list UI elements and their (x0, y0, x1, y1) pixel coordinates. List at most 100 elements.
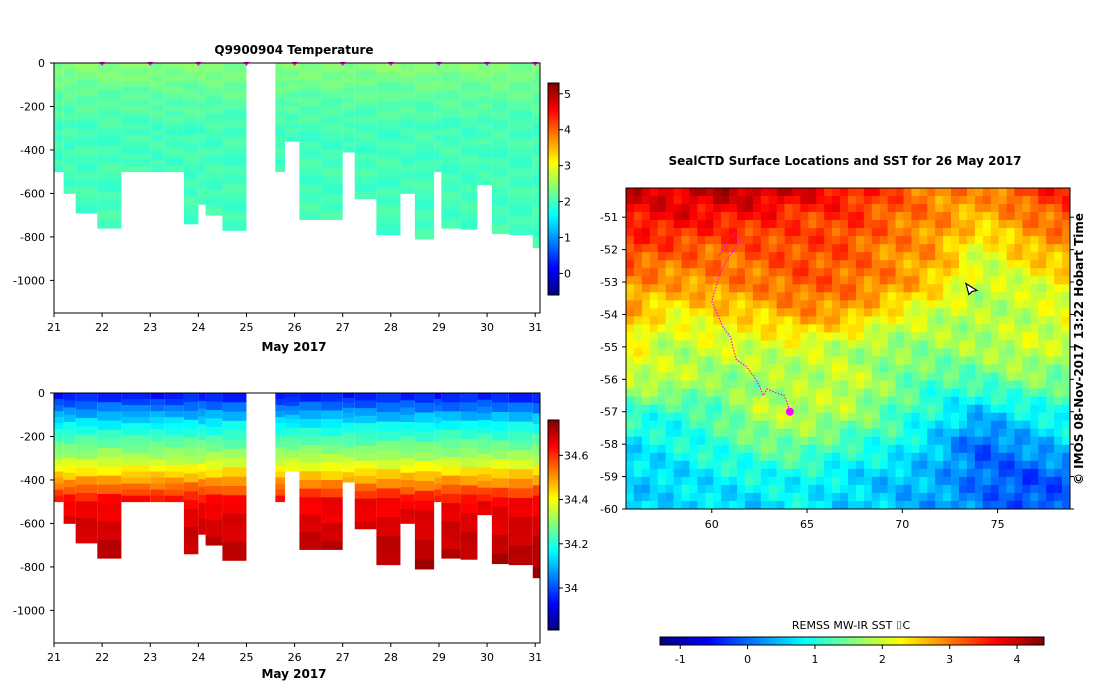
sst-cell (1062, 252, 1071, 261)
sst-cell (1062, 228, 1071, 237)
heatmap-cell (284, 93, 300, 99)
sst-cell (626, 460, 635, 470)
heatmap-cell (400, 128, 415, 136)
sst-cell (689, 420, 698, 430)
sst-cell (887, 276, 896, 285)
sst-cell (721, 436, 730, 446)
heatmap-cell (354, 468, 377, 477)
sst-cell (816, 476, 825, 486)
sst-cell (919, 412, 928, 422)
sst-cell (895, 468, 904, 478)
sst-cell (697, 340, 706, 349)
sst-cell (737, 476, 746, 486)
sst-cell (1030, 244, 1039, 253)
sst-cell (649, 244, 659, 253)
sst-cell (633, 252, 643, 261)
sst-cell (752, 492, 762, 502)
sst-cell (943, 308, 952, 317)
sst-cell (919, 364, 928, 373)
sst-colorbar-ticks: -1 0 1 2 3 4 (675, 645, 1021, 666)
heatmap-cell (63, 443, 76, 452)
sst-cell (855, 364, 865, 373)
sst-cell (752, 476, 762, 486)
sst-cell (744, 292, 754, 301)
salinity-plot-frame (53, 392, 541, 644)
heatmap-cell (477, 474, 492, 482)
heatmap-cell (532, 444, 540, 455)
sst-cell (935, 308, 944, 317)
sst-cell (816, 492, 825, 502)
sst-cell (840, 444, 849, 454)
sst-cell (990, 220, 999, 229)
sst-cell (887, 332, 896, 341)
sst-cell (816, 228, 825, 237)
heatmap-cell (275, 147, 285, 154)
heatmap-cell (75, 459, 98, 469)
sst-cell (840, 284, 849, 293)
sst-cell (998, 404, 1007, 414)
sst-cell (752, 436, 762, 446)
sst-cell (863, 380, 873, 389)
heatmap-cell (376, 196, 401, 207)
sst-cell (919, 356, 928, 365)
heatmap-cell (460, 503, 478, 514)
sst-cell (951, 260, 960, 269)
sst-cell (974, 404, 984, 414)
sst-cell (943, 420, 952, 430)
sst-cell (982, 460, 992, 470)
sst-cell (927, 260, 936, 269)
sst-cell (633, 404, 643, 414)
heatmap-cell (275, 153, 285, 161)
sst-cell (990, 348, 999, 357)
sst-cell (840, 364, 849, 373)
sst-cell (824, 484, 833, 494)
sst-cell (887, 316, 896, 325)
sst-cell (626, 252, 635, 261)
sst-cell (737, 492, 746, 502)
heatmap-cell (183, 482, 199, 492)
sst-cell (990, 188, 999, 197)
sst-cell (784, 396, 793, 405)
heatmap-cell (164, 93, 184, 100)
sst-cell (808, 436, 817, 446)
sst-cell (1062, 276, 1071, 285)
sst-cell (998, 428, 1007, 438)
x-tick-label: 31 (528, 321, 542, 334)
sst-cell (697, 452, 706, 462)
sst-cell (951, 484, 960, 494)
heatmap-cell (460, 402, 478, 412)
heatmap-cell (441, 457, 461, 467)
sst-cell (673, 428, 682, 438)
heatmap-cell (477, 157, 492, 165)
sst-cell (1030, 308, 1039, 317)
heatmap-cell (164, 465, 184, 472)
heatmap-cell (150, 69, 165, 76)
sst-cell (752, 364, 762, 373)
sst-cell (816, 348, 825, 357)
sst-cell (951, 228, 960, 237)
heatmap-cell (400, 450, 415, 459)
sst-cell (665, 396, 674, 405)
sst-cell (911, 500, 920, 510)
heatmap-cell (121, 81, 151, 88)
sst-cell (729, 212, 738, 221)
sst-cell (792, 188, 801, 197)
colorbar-tick-label: 34.4 (564, 494, 589, 507)
sst-cell (998, 492, 1007, 502)
sst-cell (657, 244, 666, 253)
sst-cell (959, 236, 968, 245)
heatmap-cell (532, 216, 540, 228)
temperature-x-axis: 21 22 23 24 25 26 27 28 29 30 31 (47, 313, 542, 334)
sst-cell (673, 268, 682, 277)
sst-cell (808, 324, 817, 333)
sst-cell (744, 276, 754, 285)
sst-cell (943, 340, 952, 349)
sst-cell (927, 388, 936, 397)
sst-cell (832, 284, 841, 293)
sst-cell (974, 500, 984, 510)
sst-cell (951, 244, 960, 253)
sst-cell (768, 340, 777, 349)
sst-cell (863, 340, 873, 349)
sst-cell (871, 268, 881, 277)
heatmap-cell (63, 472, 76, 481)
